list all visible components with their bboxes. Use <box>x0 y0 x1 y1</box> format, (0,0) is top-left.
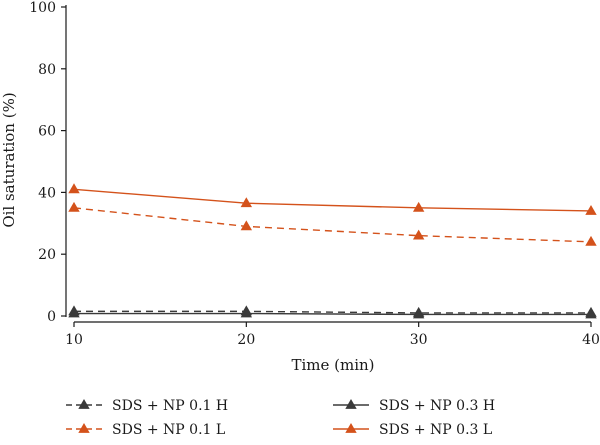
data-point-marker <box>412 308 425 319</box>
series-layer <box>68 183 597 319</box>
legend-label: SDS + NP 0.3 H <box>379 398 495 414</box>
legend-label: SDS + NP 0.3 L <box>379 422 492 438</box>
legend-item: SDS + NP 0.1 L <box>66 422 225 438</box>
series-line <box>74 312 591 316</box>
y-tick-label: 40 <box>38 185 56 201</box>
legend-marker-swatch <box>345 423 357 433</box>
data-point-marker <box>240 197 253 208</box>
legend-marker-swatch <box>78 399 90 409</box>
x-tick-label: 10 <box>65 332 83 348</box>
axes: 0 20 40 60 80 100 10 20 30 40 <box>29 0 600 348</box>
legend-label: SDS + NP 0.1 H <box>112 398 228 414</box>
series-line <box>73 207 592 243</box>
series-4 <box>68 183 597 215</box>
data-point-marker <box>68 307 80 318</box>
legend: SDS + NP 0.1 H SDS + NP 0.3 H SDS + NP 0.1… <box>66 398 495 438</box>
legend-item: SDS + NP 0.3 L <box>333 422 492 438</box>
legend-label: SDS + NP 0.1 L <box>112 422 225 438</box>
data-point-marker <box>585 204 597 215</box>
data-point-marker <box>412 229 425 240</box>
legend-marker-swatch <box>78 423 90 433</box>
legend-item: SDS + NP 0.1 H <box>66 398 228 414</box>
data-point-marker <box>585 235 597 246</box>
x-tick-label: 40 <box>582 332 600 348</box>
data-point-marker <box>412 201 425 212</box>
data-point-marker <box>585 308 597 319</box>
data-point-marker <box>240 220 253 231</box>
y-axis-label: Oil saturation (%) <box>0 92 18 227</box>
data-point-marker <box>68 183 80 194</box>
series-line <box>73 188 592 212</box>
x-axis-label: Time (min) <box>291 356 374 374</box>
legend-item: SDS + NP 0.3 H <box>333 398 495 414</box>
y-tick-label: 0 <box>47 309 56 325</box>
y-tick-label: 20 <box>38 247 56 263</box>
series-line <box>74 310 591 314</box>
data-point-marker <box>240 307 253 318</box>
series-2 <box>68 307 597 319</box>
y-tick-label: 60 <box>38 124 56 140</box>
data-point-marker <box>68 201 80 212</box>
x-tick-label: 20 <box>237 332 255 348</box>
x-tick-label: 30 <box>410 332 428 348</box>
y-tick-label: 100 <box>29 0 56 16</box>
legend-marker-swatch <box>345 399 357 409</box>
series-3 <box>68 201 597 246</box>
y-tick-label: 80 <box>38 62 56 78</box>
